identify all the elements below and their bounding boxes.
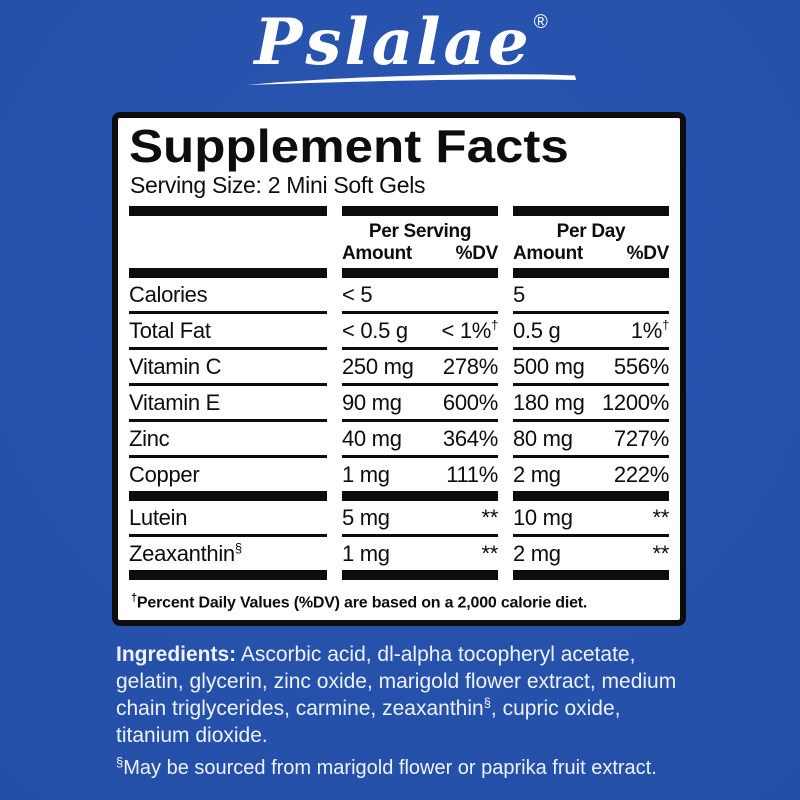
per-serving-values: 1 mg 111% (342, 462, 498, 487)
per-day-values: 0.5 g 1%† (513, 314, 669, 350)
per-day-values: 80 mg 727% (513, 422, 669, 458)
amount-header-serving: Amount (342, 243, 412, 264)
per-serving-header: Per Serving (368, 221, 472, 242)
supplement-facts-title: Supplement Facts (129, 120, 569, 172)
table-row-zeaxanthin: Zeaxanthin§ 1 mg ** 2 mg ** (129, 537, 669, 570)
per-day-values: 500 mg 556% (513, 350, 669, 386)
nutrient-name: Calories (129, 278, 327, 314)
footnote-daily-values: †Percent Daily Values (%DV) are based on… (131, 592, 588, 612)
table-row-total-fat: Total Fat < 0.5 g < 1%† 0.5 g 1%† (129, 314, 669, 350)
per-serving-values: 5 mg ** (342, 501, 498, 537)
per-serving-values: < 5 (342, 278, 498, 314)
per-day-values: 180 mg 1200% (513, 386, 669, 422)
per-day-header: Per Day (556, 221, 626, 242)
nutrient-name: Zeaxanthin§ (129, 540, 242, 566)
table-row-vitamin-c: Vitamin C 250 mg 278% 500 mg 556% (129, 350, 669, 386)
dv-header-day: %DV (626, 243, 670, 264)
registered-trademark-symbol: ® (533, 11, 548, 33)
divider-bar-row (129, 268, 669, 278)
nutrient-name: Copper (129, 462, 200, 487)
divider-bar-row (129, 491, 669, 501)
dv-header-serving: %DV (455, 243, 499, 264)
ingredients-label: Ingredients: (116, 643, 237, 666)
footnote-dv-not-established: **Daily Value (%DV) not established. (131, 614, 669, 620)
nutrient-name: Vitamin E (129, 386, 327, 422)
ingredients-text: Ingredients: Ascorbic acid, dl-alpha toc… (116, 643, 677, 747)
table-row-zinc: Zinc 40 mg 364% 80 mg 727% (129, 422, 669, 458)
per-day-values: 5 (513, 278, 669, 314)
per-serving-values: 90 mg 600% (342, 386, 498, 422)
footnotes: †Percent Daily Values (%DV) are based on… (129, 587, 669, 620)
logo-underline-swoosh (247, 72, 577, 91)
table-row-calories: Calories < 5 5 (129, 278, 669, 314)
column-group-header-row: Per Serving Per Day (129, 216, 669, 242)
serving-size: Serving Size: 2 Mini Soft Gels (130, 172, 426, 198)
table-row-lutein: Lutein 5 mg ** 10 mg ** (129, 501, 669, 537)
amount-header-day: Amount (513, 243, 583, 264)
per-serving-values: 40 mg 364% (342, 422, 498, 458)
column-subheader-row: Amount %DV Amount %DV (129, 242, 669, 268)
nutrient-name: Total Fat (129, 314, 327, 350)
per-serving-values: 1 mg ** (342, 541, 498, 566)
supplement-facts-panel: Supplement Facts Serving Size: 2 Mini So… (112, 112, 686, 626)
brand-name: Pslalae (254, 5, 532, 80)
divider-bar-row (129, 570, 669, 580)
per-day-values: 2 mg ** (513, 541, 669, 566)
nutrient-name: Zinc (129, 422, 327, 458)
ingredients-section: Ingredients: Ascorbic acid, dl-alpha toc… (116, 641, 694, 781)
nutrient-name: Vitamin C (129, 350, 327, 386)
per-serving-values: < 0.5 g < 1%† (342, 314, 498, 350)
divider-bar-row (129, 206, 669, 216)
brand-logo: Pslalae ® (0, 4, 800, 91)
table-row-copper: Copper 1 mg 111% 2 mg 222% (129, 458, 669, 491)
sourcing-note: §May be sourced from marigold flower or … (116, 754, 657, 779)
table-row-vitamin-e: Vitamin E 90 mg 600% 180 mg 1200% (129, 386, 669, 422)
per-serving-values: 250 mg 278% (342, 350, 498, 386)
per-day-values: 10 mg ** (513, 501, 669, 537)
nutrient-name: Lutein (129, 501, 327, 537)
per-day-values: 2 mg 222% (513, 462, 669, 487)
